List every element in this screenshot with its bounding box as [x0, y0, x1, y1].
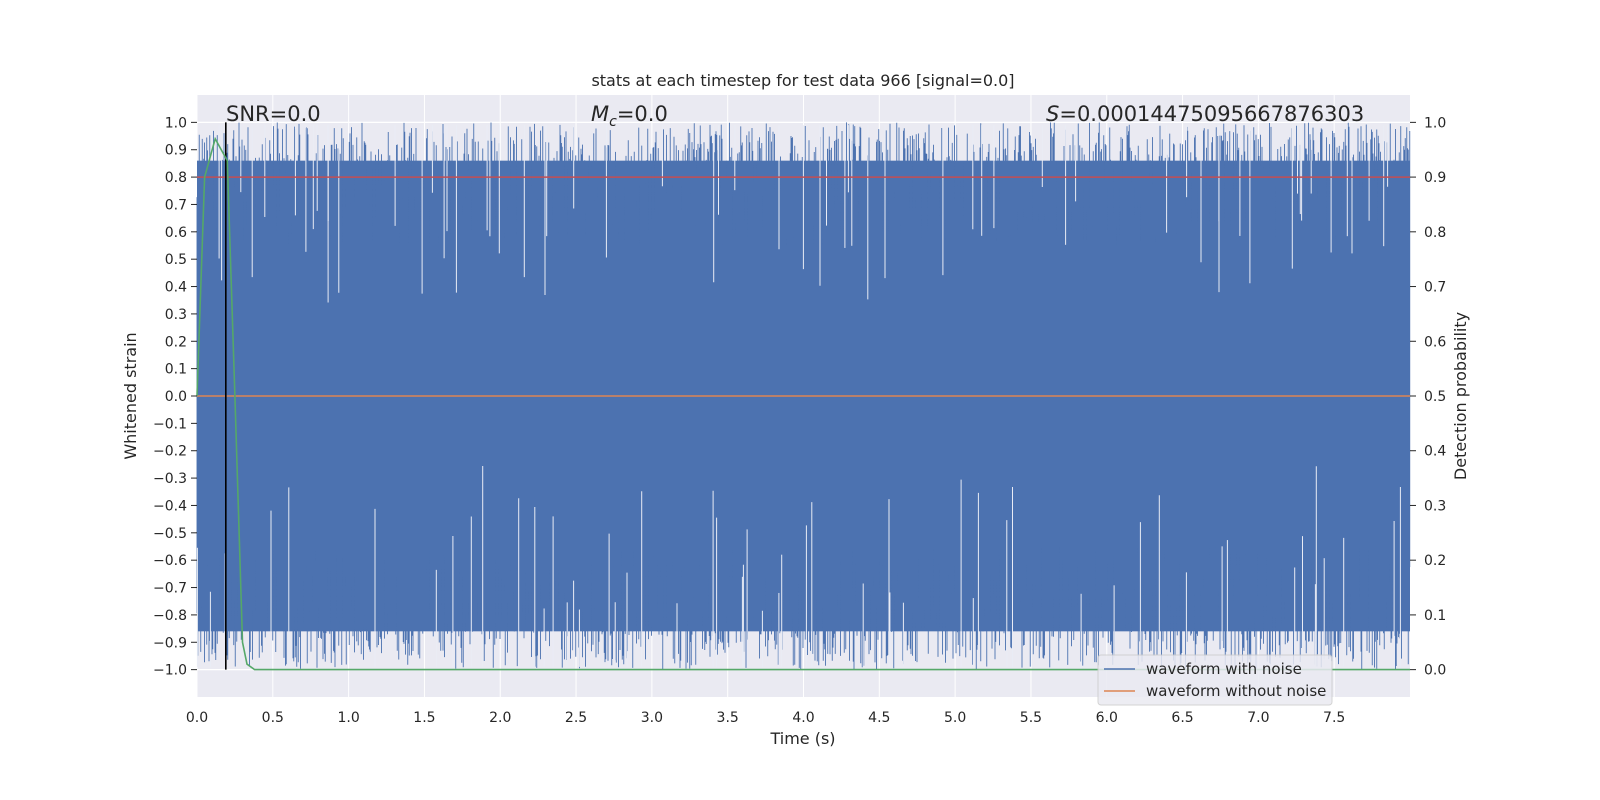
y-tick-label: 0.1	[165, 362, 187, 378]
legend-box	[1097, 654, 1333, 706]
legend-label-without-noise: waveform without noise	[1146, 682, 1326, 700]
right-y-tick-label: 0.3	[1424, 498, 1446, 514]
y-tick-label: 0.8	[165, 170, 187, 186]
y-tick-label: 0.2	[165, 334, 187, 350]
right-y-tick-label: 0.8	[1424, 225, 1446, 241]
y-tick-label: 0.7	[165, 197, 187, 213]
y-tick-label: −0.9	[153, 635, 187, 651]
x-tick-label: 6.5	[1171, 710, 1193, 726]
noise-trace	[196, 122, 1411, 670]
y-tick-label: −0.6	[153, 553, 187, 569]
x-tick-label: 5.5	[1020, 710, 1042, 726]
s-annotation: S=0.00014475095667876303	[1046, 102, 1364, 126]
y-tick-label: −0.8	[153, 608, 187, 624]
right-y-axis-label: Detection probability	[1451, 312, 1470, 480]
y-tick-label: 1.0	[165, 115, 187, 131]
chirp-mass-annotation: Mc=0.0	[591, 102, 668, 130]
y-tick-label: −0.4	[153, 498, 187, 514]
x-axis-label: Time (s)	[769, 729, 835, 748]
snr-annotation: SNR=0.0	[226, 102, 321, 126]
x-tick-label: 7.5	[1323, 710, 1345, 726]
right-y-tick-label: 0.0	[1424, 663, 1446, 679]
x-tick-label: 6.0	[1096, 710, 1118, 726]
x-tick-label: 4.0	[792, 710, 814, 726]
y-tick-label: 0.4	[165, 280, 187, 296]
mc-subscript: c	[609, 114, 617, 130]
right-y-tick-label: 0.5	[1424, 389, 1446, 405]
detection-probability-line	[196, 136, 1410, 671]
y-tick-label: −1.0	[153, 663, 187, 679]
y-tick-label: −0.5	[153, 526, 187, 542]
y-tick-label: −0.1	[153, 416, 187, 432]
x-tick-label: 7.0	[1247, 710, 1269, 726]
x-tick-label: 4.5	[868, 710, 890, 726]
mc-symbol: M	[591, 102, 609, 126]
right-y-tick-label: 0.1	[1424, 608, 1446, 624]
x-tick-label: 3.0	[641, 710, 663, 726]
right-y-tick-label: 0.7	[1424, 280, 1446, 296]
mc-value: =0.0	[617, 102, 668, 126]
x-tick-label: 0.5	[262, 710, 284, 726]
right-y-tick-label: 0.2	[1424, 553, 1446, 569]
y-axis-label: Whitened strain	[121, 332, 140, 459]
legend: waveform with noise waveform without noi…	[1097, 654, 1333, 706]
right-y-tick-label: 0.4	[1424, 444, 1446, 460]
s-symbol: S	[1046, 102, 1059, 126]
right-y-tick-label: 1.0	[1424, 115, 1446, 131]
y-tick-label: 0.0	[165, 389, 187, 405]
legend-label-with-noise: waveform with noise	[1146, 660, 1302, 678]
x-tick-label: 0.0	[186, 710, 208, 726]
x-tick-label: 1.0	[337, 710, 359, 726]
x-tick-label: 3.5	[717, 710, 739, 726]
right-y-tick-label: 0.9	[1424, 170, 1446, 186]
chart-title: stats at each timestep for test data 966…	[591, 71, 1014, 90]
y-tick-label: −0.7	[153, 581, 187, 597]
x-tick-label: 5.0	[944, 710, 966, 726]
y-tick-label: 0.3	[165, 307, 187, 323]
right-y-tick-label: 0.6	[1424, 334, 1446, 350]
y-tick-label: 0.5	[165, 252, 187, 268]
y-tick-label: −0.2	[153, 444, 187, 460]
x-tick-label: 1.5	[413, 710, 435, 726]
x-tick-label: 2.5	[565, 710, 587, 726]
x-tick-label: 2.0	[489, 710, 511, 726]
s-value: =0.00014475095667876303	[1059, 102, 1364, 126]
y-tick-label: 0.9	[165, 143, 187, 159]
y-tick-label: −0.3	[153, 471, 187, 487]
y-tick-label: 0.6	[165, 225, 187, 241]
